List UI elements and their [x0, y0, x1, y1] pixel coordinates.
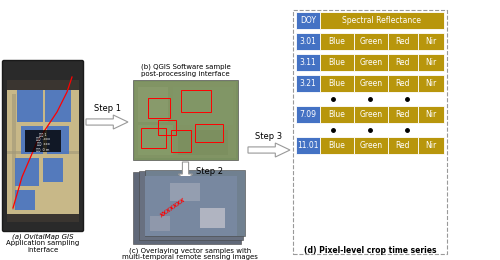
FancyBboxPatch shape: [354, 137, 388, 154]
FancyBboxPatch shape: [47, 126, 69, 154]
FancyBboxPatch shape: [354, 54, 388, 71]
Text: 3.01: 3.01: [300, 37, 316, 46]
Text: Step 3: Step 3: [256, 132, 282, 141]
FancyBboxPatch shape: [173, 87, 233, 125]
Text: Green: Green: [360, 37, 382, 46]
Text: Blue: Blue: [328, 141, 345, 150]
FancyBboxPatch shape: [388, 106, 418, 123]
Text: (d) Pixel-level crop time series: (d) Pixel-level crop time series: [304, 246, 436, 255]
FancyBboxPatch shape: [17, 90, 43, 122]
FancyBboxPatch shape: [418, 54, 444, 71]
Text: Blue: Blue: [328, 58, 345, 67]
FancyBboxPatch shape: [12, 94, 16, 210]
FancyBboxPatch shape: [200, 208, 225, 228]
FancyBboxPatch shape: [320, 54, 354, 71]
FancyBboxPatch shape: [133, 80, 238, 160]
FancyBboxPatch shape: [15, 158, 39, 186]
FancyBboxPatch shape: [296, 33, 320, 50]
FancyBboxPatch shape: [15, 190, 35, 210]
Text: Application sampling: Application sampling: [6, 240, 80, 246]
FancyBboxPatch shape: [178, 130, 228, 155]
Text: Step 2: Step 2: [196, 167, 222, 177]
FancyBboxPatch shape: [320, 137, 354, 154]
FancyBboxPatch shape: [7, 214, 79, 222]
FancyBboxPatch shape: [320, 75, 354, 92]
FancyBboxPatch shape: [145, 176, 237, 236]
Text: 纬度: xxx: 纬度: xxx: [36, 142, 50, 146]
FancyBboxPatch shape: [296, 137, 320, 154]
Text: Green: Green: [360, 110, 382, 119]
Text: Nir: Nir: [426, 37, 436, 46]
FancyBboxPatch shape: [25, 130, 61, 152]
Text: Blue: Blue: [328, 37, 345, 46]
Text: Green: Green: [360, 79, 382, 88]
Text: Green: Green: [360, 141, 382, 150]
Text: 经度: -xxx: 经度: -xxx: [36, 137, 50, 141]
FancyBboxPatch shape: [296, 54, 320, 71]
FancyBboxPatch shape: [45, 90, 71, 122]
FancyBboxPatch shape: [354, 33, 388, 50]
Text: (a) OvitalMap GIS: (a) OvitalMap GIS: [12, 233, 74, 240]
Text: Red: Red: [396, 37, 410, 46]
Polygon shape: [86, 115, 128, 129]
FancyBboxPatch shape: [296, 12, 320, 29]
Text: (b) QGIS Software sample
post-processing interface: (b) QGIS Software sample post-processing…: [140, 63, 230, 77]
Text: Nir: Nir: [426, 110, 436, 119]
Text: 3.21: 3.21: [300, 79, 316, 88]
Text: DOY: DOY: [300, 16, 316, 25]
FancyBboxPatch shape: [150, 216, 170, 231]
FancyBboxPatch shape: [388, 137, 418, 154]
Text: 7.09: 7.09: [300, 110, 316, 119]
FancyBboxPatch shape: [2, 61, 84, 231]
FancyBboxPatch shape: [145, 170, 245, 236]
FancyBboxPatch shape: [133, 172, 241, 244]
FancyBboxPatch shape: [418, 33, 444, 50]
FancyBboxPatch shape: [170, 183, 200, 201]
Text: Nir: Nir: [426, 58, 436, 67]
Text: Green: Green: [360, 58, 382, 67]
Text: (c) Overlaying vector samples with
multi-temporal remote sensing images: (c) Overlaying vector samples with multi…: [122, 247, 258, 260]
FancyBboxPatch shape: [138, 87, 168, 122]
Text: Blue: Blue: [328, 79, 345, 88]
Text: Spectral Reflectance: Spectral Reflectance: [342, 16, 421, 25]
FancyBboxPatch shape: [296, 75, 320, 92]
Text: Red: Red: [396, 79, 410, 88]
FancyBboxPatch shape: [138, 125, 173, 155]
Text: Nir: Nir: [426, 79, 436, 88]
FancyBboxPatch shape: [388, 33, 418, 50]
Text: 11.01: 11.01: [297, 141, 319, 150]
Text: 3.11: 3.11: [300, 58, 316, 67]
Text: Blue: Blue: [328, 110, 345, 119]
FancyBboxPatch shape: [320, 33, 354, 50]
FancyBboxPatch shape: [7, 151, 79, 154]
Text: XXXXXXX: XXXXXXX: [160, 197, 186, 219]
Text: Red: Red: [396, 110, 410, 119]
Text: interface: interface: [28, 247, 58, 253]
FancyBboxPatch shape: [7, 90, 79, 214]
FancyBboxPatch shape: [21, 126, 43, 154]
Text: Red: Red: [396, 58, 410, 67]
FancyBboxPatch shape: [296, 106, 320, 123]
Polygon shape: [248, 143, 290, 157]
Text: 高度: 0 m: 高度: 0 m: [36, 147, 50, 151]
Text: 点位 1: 点位 1: [39, 132, 47, 136]
FancyBboxPatch shape: [139, 171, 243, 240]
FancyBboxPatch shape: [320, 106, 354, 123]
FancyBboxPatch shape: [418, 106, 444, 123]
Text: Red: Red: [396, 141, 410, 150]
FancyBboxPatch shape: [354, 106, 388, 123]
FancyBboxPatch shape: [7, 70, 79, 80]
FancyBboxPatch shape: [43, 158, 63, 182]
FancyBboxPatch shape: [135, 82, 236, 158]
FancyBboxPatch shape: [320, 12, 444, 29]
FancyBboxPatch shape: [418, 75, 444, 92]
FancyBboxPatch shape: [388, 75, 418, 92]
FancyBboxPatch shape: [354, 75, 388, 92]
FancyBboxPatch shape: [418, 137, 444, 154]
FancyBboxPatch shape: [7, 80, 79, 90]
Text: Step 1: Step 1: [94, 104, 120, 113]
Polygon shape: [178, 162, 192, 182]
FancyBboxPatch shape: [388, 54, 418, 71]
Text: Nir: Nir: [426, 141, 436, 150]
